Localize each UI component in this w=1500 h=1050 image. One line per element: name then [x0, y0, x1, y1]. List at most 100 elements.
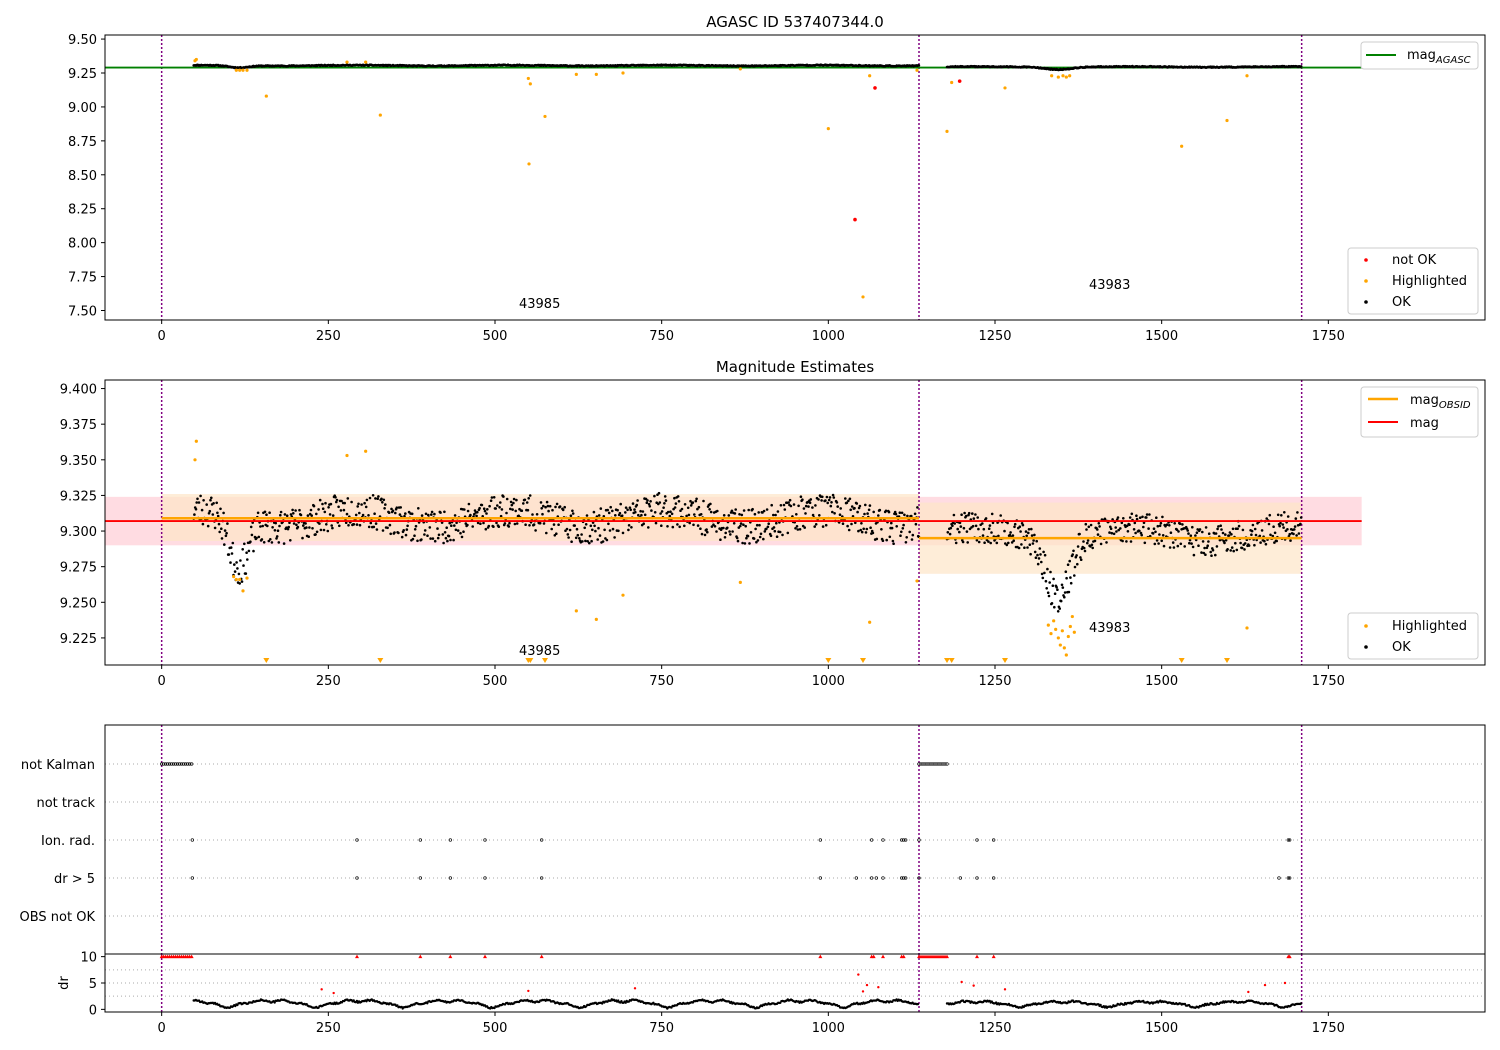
ok-point: [202, 499, 205, 502]
ok-point: [544, 505, 547, 509]
ok-point: [296, 525, 300, 529]
ok-point: [481, 515, 485, 518]
ok-point: [495, 521, 498, 525]
ok-point: [570, 540, 573, 543]
ok-point: [894, 512, 898, 516]
ok-point: [869, 526, 872, 529]
ok-point: [1112, 532, 1116, 536]
ok-point: [1223, 541, 1226, 545]
ok-point: [1296, 511, 1299, 514]
ok-point: [334, 496, 337, 499]
ok-point: [997, 534, 1000, 538]
ok-point: [807, 505, 810, 508]
ok-point: [558, 505, 562, 508]
ok-point: [410, 512, 414, 516]
ok-point: [856, 510, 859, 514]
ok-point: [534, 529, 537, 532]
ok-point: [1093, 539, 1097, 543]
ok-point: [505, 511, 508, 515]
ok-point: [592, 510, 596, 514]
dr-red-point: [960, 980, 963, 984]
ok-point: [824, 523, 828, 527]
ok-point: [728, 530, 731, 533]
ok-point: [1294, 517, 1298, 520]
ok-point: [1050, 602, 1054, 605]
ok-point: [1071, 553, 1074, 556]
ok-point: [338, 524, 341, 528]
highlighted-point: [378, 113, 382, 117]
flag-label-4: OBS not OK: [20, 910, 96, 925]
highlighted-point: [1245, 626, 1249, 630]
ok-point: [211, 513, 215, 516]
ok-point: [292, 522, 296, 525]
ok-point: [215, 501, 218, 505]
ok-point: [643, 513, 647, 517]
ok-point: [443, 531, 447, 534]
ok-point: [1011, 534, 1015, 537]
ok-point: [550, 527, 553, 531]
ok-point: [473, 509, 477, 512]
ok-point: [564, 529, 567, 532]
ok-point: [505, 497, 509, 501]
ok-point: [1096, 533, 1100, 536]
highlighted-point: [245, 576, 249, 580]
ok-point: [633, 508, 636, 511]
ok-point: [864, 503, 867, 507]
ok-point: [1086, 541, 1089, 545]
ok-point: [315, 512, 318, 516]
ok-point: [310, 514, 314, 517]
estimates-plot-area: [105, 380, 1362, 665]
ok-point: [584, 539, 587, 543]
ok-point: [242, 564, 245, 567]
ok-point: [1211, 548, 1215, 552]
ok-point: [520, 509, 524, 512]
ok-point: [1133, 521, 1137, 525]
ok-point: [283, 513, 287, 516]
ok-point: [727, 514, 731, 517]
ok-point: [317, 508, 320, 511]
ok-point: [1243, 542, 1247, 545]
ok-point: [1090, 543, 1094, 547]
ok-point: [722, 526, 725, 530]
ok-point: [525, 501, 529, 504]
ok-point: [983, 541, 986, 544]
ok-point: [668, 514, 672, 518]
ok-point: [218, 530, 221, 534]
not-ok-point: [853, 217, 857, 222]
ok-point: [801, 498, 804, 502]
y-tick-label-5: 5: [89, 977, 97, 992]
ok-point: [960, 513, 963, 516]
ok-point: [541, 512, 544, 516]
agasc-panel: AGASC ID 537407344.0 0 250 500 750 1000 1250 1…: [68, 13, 1486, 344]
ok-point: [673, 496, 676, 500]
ok-point: [1128, 523, 1131, 526]
ok-point: [268, 511, 271, 514]
ok-point: [680, 507, 684, 511]
ok-point: [467, 502, 471, 506]
ok-point: [689, 499, 692, 503]
ok-point: [758, 535, 762, 539]
highlighted-point: [364, 449, 368, 453]
ok-point: [906, 514, 909, 518]
ok-point: [466, 509, 470, 513]
ok-point: [959, 525, 963, 528]
ok-point: [380, 497, 383, 501]
ok-point: [961, 540, 965, 544]
ok-point: [634, 510, 637, 514]
ok-point: [1173, 522, 1176, 525]
ok-point: [699, 527, 702, 530]
ok-point: [858, 504, 862, 508]
flag-label-3: dr > 5: [54, 872, 95, 887]
ok-point: [770, 503, 773, 507]
ok-point: [1116, 516, 1120, 519]
ok-point: [1293, 525, 1297, 528]
ok-point: [305, 526, 308, 529]
ok-point: [574, 536, 578, 540]
dr-red-point: [1003, 988, 1007, 991]
ok-point: [1148, 513, 1151, 516]
ok-point: [1079, 558, 1083, 561]
ok-point: [1043, 571, 1046, 575]
ok-point: [782, 503, 786, 507]
ok-point: [563, 505, 566, 509]
ok-point: [871, 531, 875, 535]
